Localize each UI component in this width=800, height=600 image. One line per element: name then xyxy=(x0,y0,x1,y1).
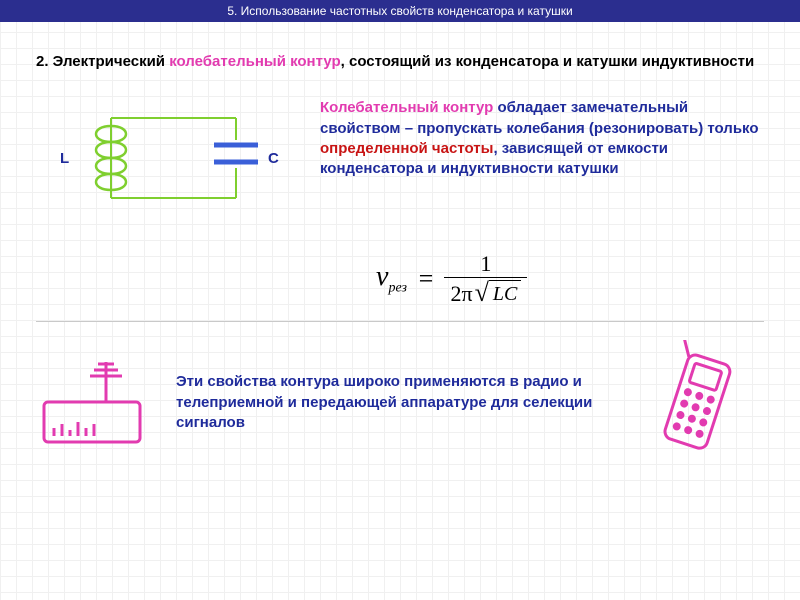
lc-circuit-diagram: L C xyxy=(36,98,296,233)
radical-symbol: √ xyxy=(475,280,489,307)
phone-icon xyxy=(634,340,764,465)
paragraph-applications: Эти свойства контура широко применяются … xyxy=(176,372,614,433)
capacitor-label: C xyxy=(268,150,279,167)
formula-radicand: LC xyxy=(489,280,521,307)
formula-equals: = xyxy=(417,264,435,294)
paragraph-resonance: Колебательный контур обладает замечатель… xyxy=(320,98,764,179)
nu-subscript: рез xyxy=(388,281,407,296)
slide-header: 5. Использование частотных свойств конде… xyxy=(0,0,800,22)
slide-header-title: 5. Использование частотных свойств конде… xyxy=(227,4,572,18)
slide-content: 2. Электрический колебательный контур, с… xyxy=(0,22,800,307)
formula-fraction: 1 2π √ LC xyxy=(444,251,527,307)
nu-symbol: ν xyxy=(376,261,388,292)
horizontal-divider xyxy=(36,321,764,322)
row-circuit-and-text: L C Колебательный контур обладает замеча… xyxy=(36,98,764,233)
heading-part2: колебательный контур xyxy=(169,53,340,70)
formula-sqrt: √ LC xyxy=(475,280,522,307)
p1-seg1: Колебательный контур xyxy=(320,99,493,116)
lc-circuit-svg xyxy=(36,98,296,228)
resonance-formula: νрез = 1 2π √ LC xyxy=(376,251,764,307)
formula-nu: νрез xyxy=(376,261,407,297)
formula-numerator: 1 xyxy=(474,251,497,277)
radio-icon xyxy=(36,350,156,455)
formula-denominator: 2π √ LC xyxy=(444,277,527,307)
formula-2pi: 2π xyxy=(450,281,472,307)
row-applications: Эти свойства контура широко применяются … xyxy=(0,340,800,465)
p1-seg3: определенной частоты xyxy=(320,140,493,157)
heading-part3: , состоящий из конденсатора и катушки ин… xyxy=(341,53,755,70)
heading-part1: 2. Электрический xyxy=(36,53,169,70)
inductor-label: L xyxy=(60,150,69,167)
section-heading: 2. Электрический колебательный контур, с… xyxy=(36,52,764,72)
